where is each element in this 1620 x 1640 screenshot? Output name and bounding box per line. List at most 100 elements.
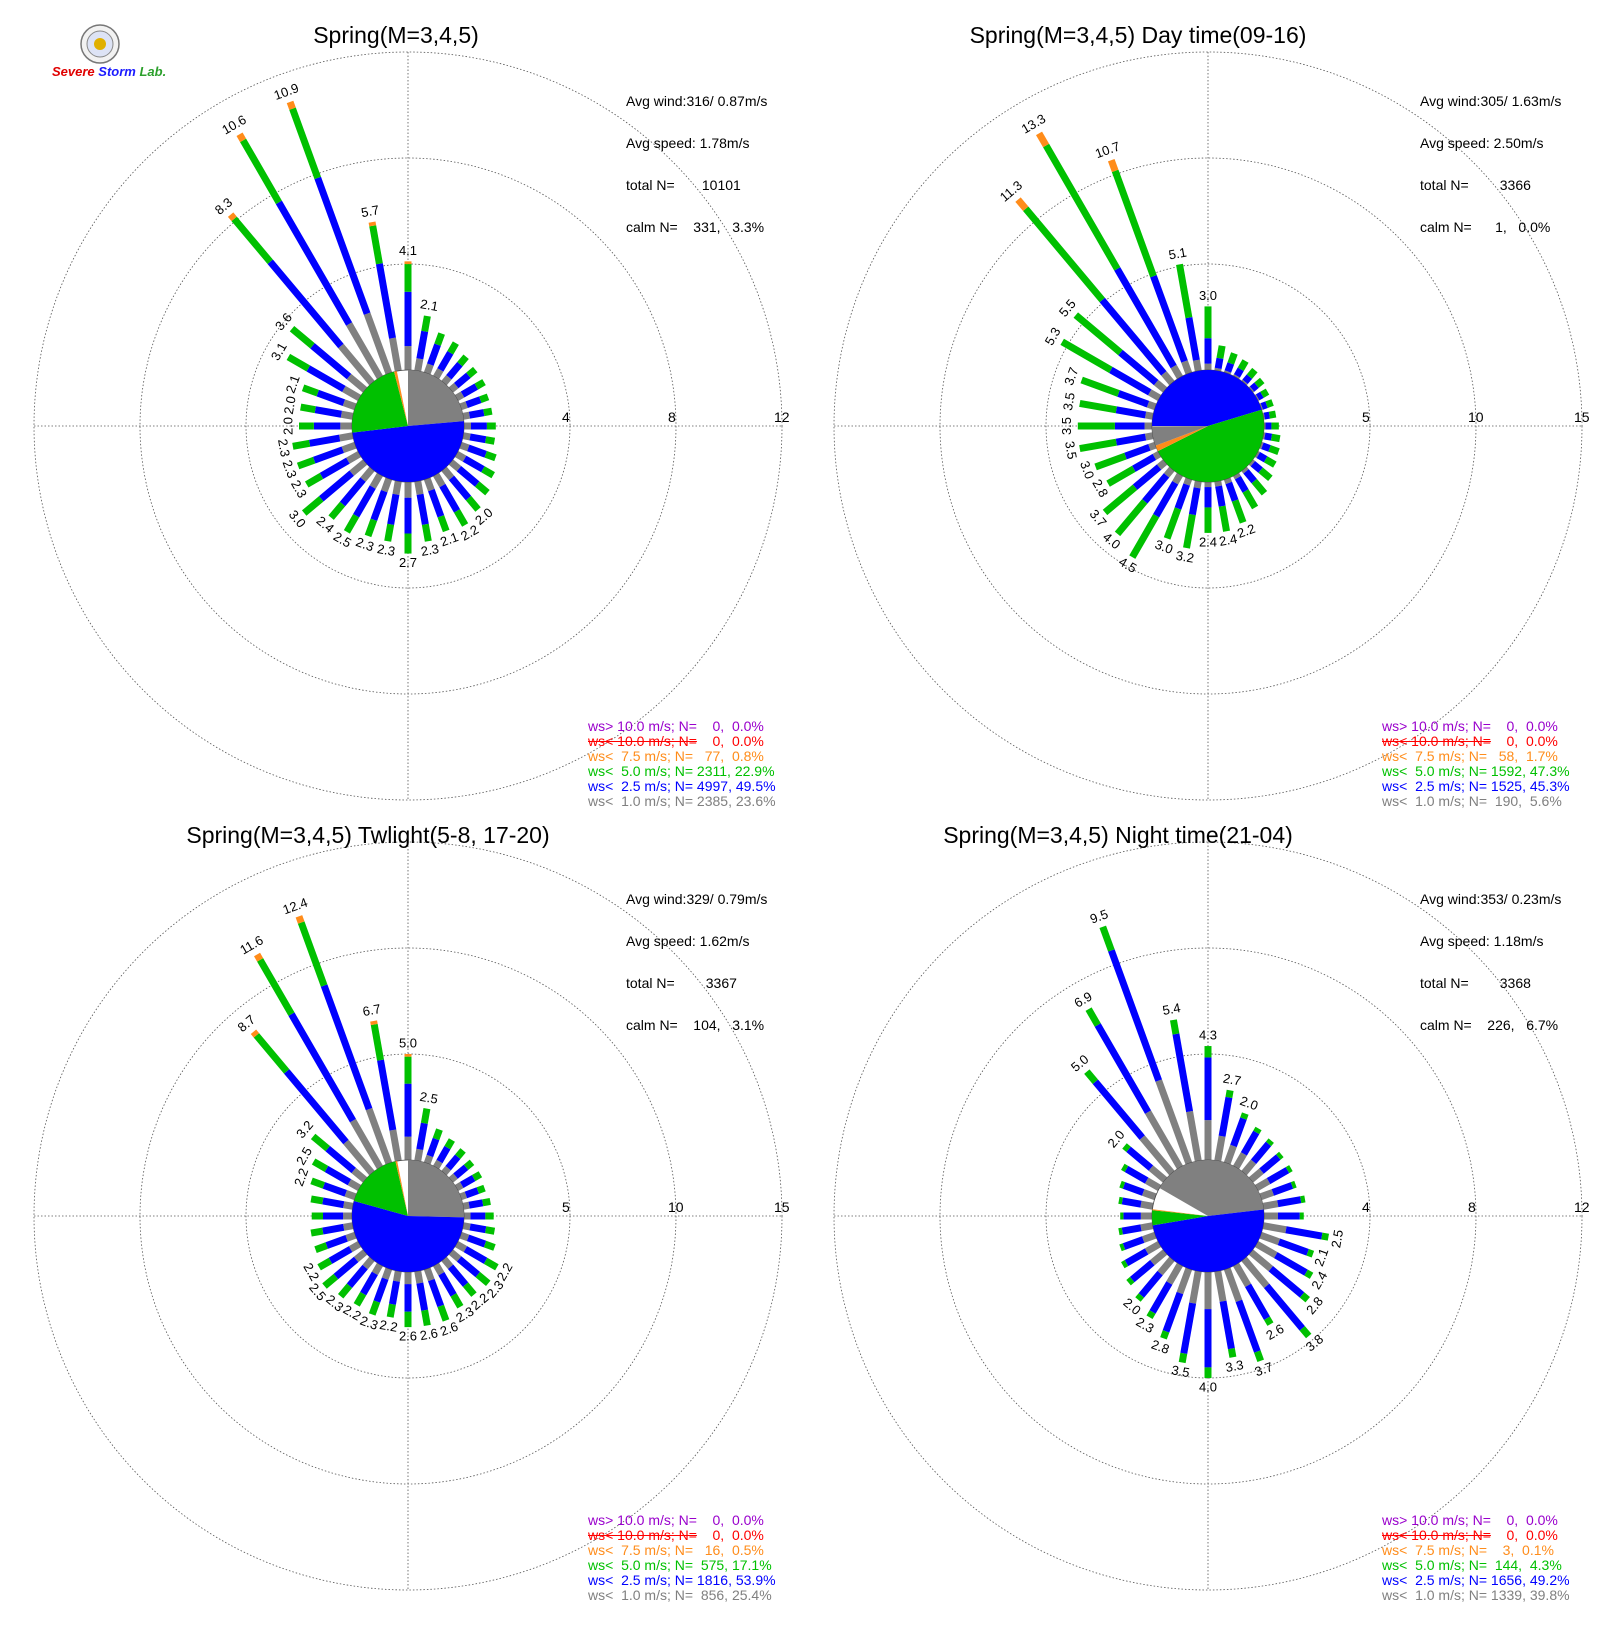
direction-bar bbox=[353, 1262, 384, 1307]
calm-n: calm N= 104, 3.1% bbox=[626, 1017, 765, 1033]
bar-segment bbox=[1276, 1151, 1284, 1160]
bar-segment bbox=[476, 1184, 486, 1194]
bar-segment bbox=[485, 1212, 494, 1220]
logo-text-c: Lab. bbox=[139, 64, 167, 79]
bar-segment bbox=[322, 1197, 345, 1209]
bar-segment bbox=[1189, 1270, 1202, 1304]
bar-segment bbox=[404, 346, 412, 370]
direction-bar bbox=[1204, 482, 1212, 533]
stats-block: Avg wind:316/ 0.87m/s Avg speed: 1.78m/s… bbox=[626, 66, 767, 262]
bar-segment bbox=[1285, 1165, 1293, 1174]
bar-segment bbox=[469, 433, 487, 444]
bar-segment bbox=[441, 466, 455, 481]
direction-bar bbox=[1204, 1272, 1212, 1378]
bar-segment bbox=[1139, 1135, 1175, 1176]
bar-total-label: 13.3 bbox=[1019, 111, 1048, 137]
bar-segment bbox=[1215, 485, 1226, 507]
bar-segment bbox=[462, 1222, 471, 1231]
bar-segment bbox=[381, 1267, 393, 1280]
direction-bar bbox=[423, 477, 450, 533]
legend-row: ws> 10.0 m/s; N= 0, 0.0% bbox=[1382, 719, 1570, 734]
bar-segment bbox=[1277, 1212, 1300, 1220]
bar-segment bbox=[1094, 1023, 1152, 1114]
avg-wind: Avg wind:353/ 0.23m/s bbox=[1420, 891, 1562, 907]
legend-value: 1592, 47.3% bbox=[1487, 763, 1570, 779]
bar-segment bbox=[423, 1267, 435, 1282]
calm-pie-slice bbox=[1152, 1210, 1208, 1226]
bar-segment bbox=[319, 470, 354, 502]
bar-segment bbox=[453, 509, 469, 527]
bar-segment bbox=[1242, 374, 1253, 385]
bar-segment bbox=[1124, 444, 1151, 460]
bar-segment bbox=[348, 1240, 362, 1253]
direction-bar bbox=[299, 422, 352, 430]
bar-segment bbox=[423, 477, 435, 492]
bar-total-label: 3.0 bbox=[1199, 288, 1217, 303]
ring-label: 5 bbox=[562, 1199, 570, 1215]
direction-bar bbox=[1248, 459, 1273, 482]
panel-title: Spring(M=3,4,5) Day time(09-16) bbox=[969, 22, 1307, 48]
ring-label: 12 bbox=[774, 409, 790, 425]
bar-segment bbox=[1123, 1212, 1141, 1220]
direction-bar bbox=[459, 393, 490, 411]
bar-segment bbox=[1259, 441, 1264, 450]
bar-segment bbox=[1135, 1293, 1145, 1302]
calm-pie-slice bbox=[1152, 370, 1262, 426]
avg-wind: Avg wind:316/ 0.87m/s bbox=[626, 93, 768, 109]
direction-bar bbox=[432, 472, 469, 527]
panel-title: Spring(M=3,4,5) bbox=[313, 22, 479, 48]
bar-segment bbox=[240, 138, 282, 205]
bar-segment bbox=[467, 444, 487, 458]
bar-segment bbox=[1240, 1130, 1260, 1156]
bar-segment bbox=[447, 1264, 469, 1287]
calm-pie-slice bbox=[1159, 1160, 1264, 1216]
bar-segment bbox=[1204, 1057, 1212, 1121]
bar-segment bbox=[371, 1262, 384, 1276]
direction-bar bbox=[296, 441, 357, 470]
bar-segment bbox=[1232, 472, 1241, 480]
direction-bar bbox=[1223, 477, 1247, 524]
legend-label: ws< 2.5 m/s; N= bbox=[588, 1572, 694, 1588]
stats-block: Avg wind:329/ 0.79m/s Avg speed: 1.62m/s… bbox=[626, 864, 767, 1060]
bar-segment bbox=[1142, 473, 1170, 504]
bar-segment bbox=[1223, 1144, 1237, 1165]
bar-segment bbox=[1114, 499, 1148, 537]
direction-bar bbox=[295, 915, 393, 1165]
bar-segment bbox=[466, 1234, 487, 1248]
legend-value: 16, 0.5% bbox=[693, 1542, 764, 1558]
bar-segment bbox=[1214, 480, 1223, 487]
bar-segment bbox=[1321, 1232, 1330, 1241]
legend-row: ws< 7.5 m/s; N= 58, 1.7% bbox=[1382, 749, 1570, 764]
bar-segment bbox=[1035, 131, 1050, 148]
direction-bar bbox=[1241, 466, 1268, 496]
bar-segment bbox=[306, 365, 346, 392]
direction-bar bbox=[404, 261, 412, 370]
direction-bar bbox=[454, 379, 486, 402]
speed-legend: ws> 10.0 m/s; N= 0, 0.0% ws< 10.0 m/s; N=… bbox=[1382, 719, 1570, 809]
bar-segment bbox=[313, 422, 341, 430]
bar-segment bbox=[1122, 1236, 1145, 1250]
direction-bar bbox=[454, 450, 495, 479]
direction-bar bbox=[337, 1256, 375, 1299]
bar-segment bbox=[286, 353, 311, 372]
legend-value: 856, 25.4% bbox=[693, 1587, 772, 1603]
bar-segment bbox=[1259, 1189, 1275, 1201]
bar-segment bbox=[292, 439, 311, 450]
bar-total-label: 3.3 bbox=[1224, 1357, 1244, 1375]
bar-segment bbox=[1262, 1200, 1279, 1210]
bar-segment bbox=[1265, 399, 1274, 408]
bar-segment bbox=[427, 343, 441, 366]
bar-total-label: 2.3 bbox=[358, 1313, 380, 1333]
bar-total-label: 2.3 bbox=[354, 534, 376, 554]
direction-bar bbox=[1248, 1249, 1310, 1303]
direction-bar bbox=[1118, 1196, 1154, 1210]
bar-segment bbox=[1204, 1309, 1212, 1368]
legend-label: ws< 10.0 m/s; N= bbox=[588, 1527, 697, 1543]
calm-pie-slice bbox=[352, 421, 464, 482]
bar-segment bbox=[1219, 1300, 1235, 1350]
bar-segment bbox=[456, 466, 480, 487]
direction-bar bbox=[1241, 367, 1258, 386]
bar-segment bbox=[1118, 1227, 1123, 1236]
bar-segment bbox=[1258, 467, 1273, 482]
legend-row: ws< 1.0 m/s; N= 1339, 39.8% bbox=[1382, 1588, 1570, 1603]
